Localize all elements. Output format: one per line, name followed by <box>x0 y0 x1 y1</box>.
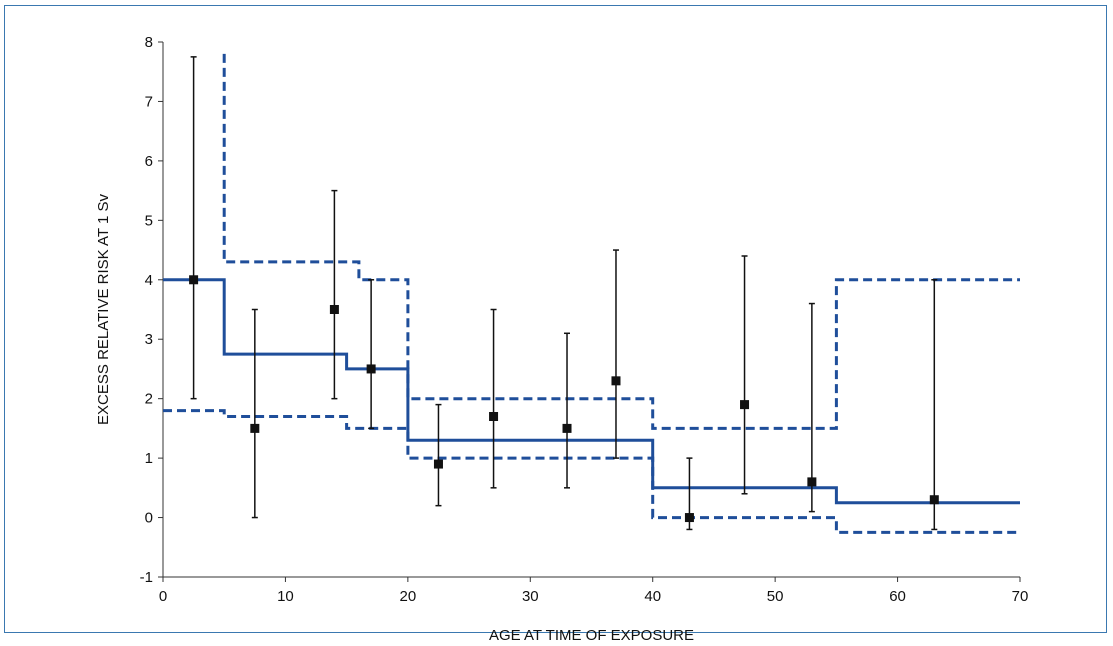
x-tick-label: 20 <box>400 588 417 605</box>
data-point-marker <box>611 376 621 386</box>
series-layer <box>163 53 1020 534</box>
x-tick-label: 50 <box>767 588 784 605</box>
data-point-marker <box>929 495 939 505</box>
data-point-group <box>929 279 939 531</box>
x-tick-label: 40 <box>644 588 661 605</box>
x-tick-label: 60 <box>889 588 906 605</box>
data-point-group <box>329 189 339 400</box>
y-tick-label: -1 <box>140 569 153 586</box>
y-tick-label: 6 <box>145 153 153 170</box>
data-point-group <box>366 279 376 430</box>
data-point-marker <box>489 412 499 421</box>
data-point-group <box>684 457 694 531</box>
upper-confidence-line <box>222 53 1020 430</box>
data-point-group <box>740 255 750 495</box>
data-point-marker <box>329 305 339 314</box>
data-point-marker <box>366 364 376 374</box>
data-point-marker <box>189 275 199 285</box>
y-tick-label: 8 <box>145 34 153 51</box>
data-point-group <box>433 403 443 507</box>
data-point-group <box>189 56 199 400</box>
data-point-group <box>489 308 499 489</box>
lower-confidence-line <box>163 409 1020 534</box>
data-point-group <box>611 249 621 459</box>
data-point-marker <box>684 513 694 523</box>
figure-frame <box>4 5 1107 633</box>
data-point-marker <box>740 400 750 410</box>
data-point-marker <box>562 423 572 433</box>
data-point-group <box>807 302 817 513</box>
y-axis-title: EXCESS RELATIVE RISK AT 1 Sv <box>95 194 112 425</box>
model-fit-line <box>163 278 1020 505</box>
y-tick-label: 4 <box>145 272 153 289</box>
y-tick-label: 0 <box>145 510 153 527</box>
y-tick-label: 2 <box>145 391 153 408</box>
data-point-marker <box>250 423 260 433</box>
y-tick-label: 3 <box>145 331 153 348</box>
data-point-marker <box>807 477 817 487</box>
data-point-group <box>562 332 572 489</box>
y-tick-label: 7 <box>145 93 153 110</box>
x-tick-label: 30 <box>522 588 539 605</box>
axes: -1 0 1 2 3 4 5 6 7 8 0 10 20 30 40 50 60 70 <box>140 34 1029 605</box>
data-point-marker <box>433 459 443 469</box>
y-tick-label: 1 <box>145 450 153 467</box>
x-tick-label: 70 <box>1012 588 1029 605</box>
data-point-group <box>250 308 260 519</box>
x-axis-title: AGE AT TIME OF EXPOSURE <box>489 627 694 644</box>
points-layer <box>189 56 939 531</box>
x-tick-label: 0 <box>159 588 167 605</box>
x-tick-label: 10 <box>277 588 294 605</box>
y-tick-label: 5 <box>145 212 153 229</box>
